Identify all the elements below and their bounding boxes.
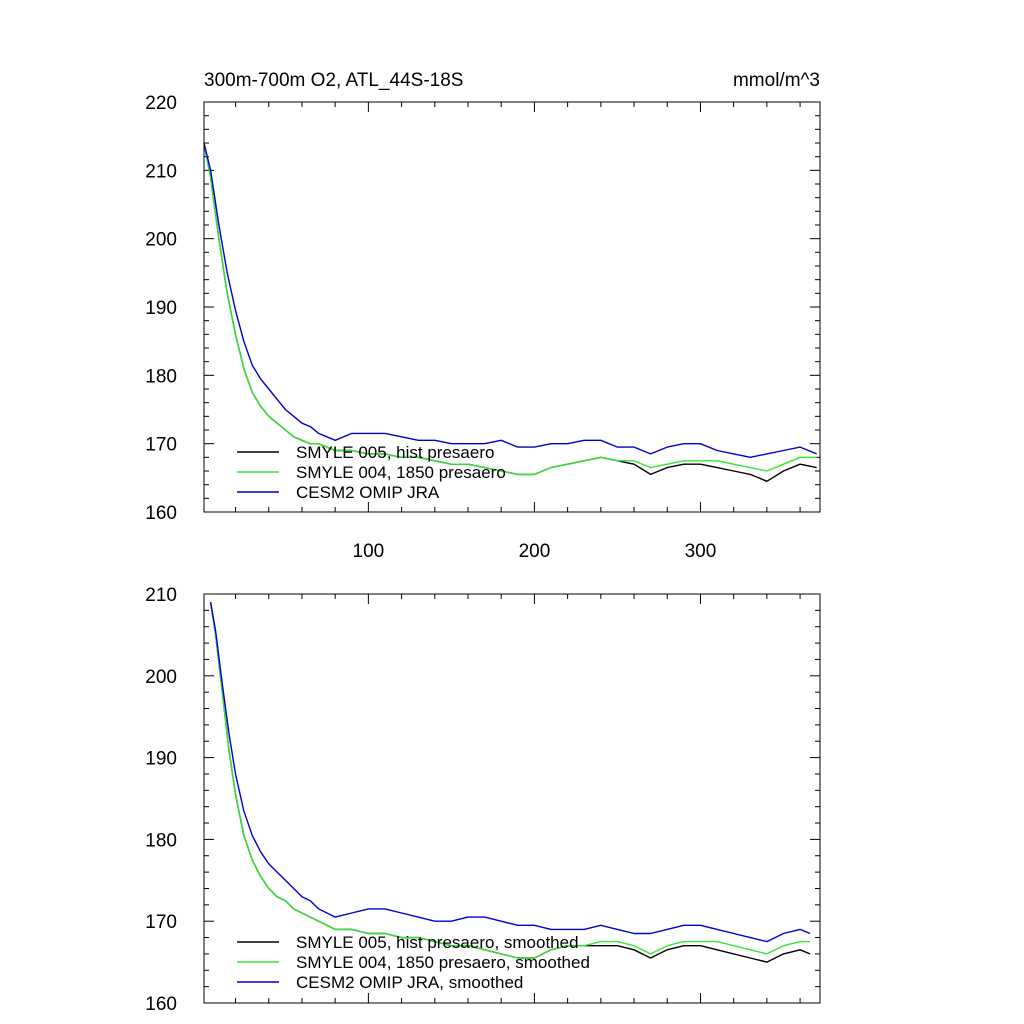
bottom-series-line-3 [209,602,811,943]
top-y-tick-label: 210 [145,161,177,182]
top-legend-label-2: SMYLE 004, 1850 presaero [296,463,506,482]
top-plot-tick-labels: 160 170 180 190 200 210 220 100 200 300 [145,93,716,562]
top-y-tick-label: 180 [145,366,177,387]
top-plot-units: mmol/m^3 [733,70,820,91]
bottom-y-tick-label: 190 [145,749,177,770]
bottom-y-tick-label: 170 [145,912,177,933]
bottom-series-line-1 [209,602,811,963]
top-y-tick-label: 190 [145,298,177,319]
bottom-plot-series [209,602,811,963]
top-series-line-1 [203,142,817,482]
top-y-tick-label: 160 [145,503,177,524]
top-y-tick-label: 200 [145,230,177,251]
top-line-plot: 300m-700m O2, ATL_44S-18S mmol/m^3 160 17… [145,70,821,562]
bottom-series-line-2 [209,602,810,959]
top-y-tick-label: 220 [145,93,177,114]
top-legend-label-3: CESM2 OMIP JRA [296,483,440,502]
bottom-y-tick-label: 160 [145,994,177,1015]
top-y-tick-label: 170 [145,435,177,456]
bottom-y-tick-label: 180 [145,830,177,851]
bottom-plot-frame [203,593,821,1004]
bottom-plot-tick-labels: 160 170 180 190 200 210 [145,585,177,1015]
bottom-legend-label-3: CESM2 OMIP JRA, smoothed [296,973,523,992]
bottom-plot-legend: SMYLE 005, hist presaero, smoothedSMYLE … [237,933,590,992]
top-legend-label-1: SMYLE 005, hist presaero [296,443,494,462]
top-plot-series [203,142,817,482]
top-x-tick-label: 300 [685,541,717,562]
top-plot-frame [203,101,821,513]
bottom-y-tick-label: 210 [145,585,177,606]
bottom-legend-label-1: SMYLE 005, hist presaero, smoothed [296,933,579,952]
top-plot-title: 300m-700m O2, ATL_44S-18S [204,70,463,91]
top-x-tick-label: 200 [519,541,551,562]
bottom-plot-ticks [204,593,820,1004]
top-series-line-3 [203,142,817,458]
bottom-line-plot: 160 170 180 190 200 210 SMYLE 005, hist presa… [145,585,821,1015]
bottom-legend-label-2: SMYLE 004, 1850 presaero, smoothed [296,953,590,972]
top-x-tick-label: 100 [353,541,385,562]
top-series-line-2 [203,142,817,476]
bottom-y-tick-label: 200 [145,667,177,688]
